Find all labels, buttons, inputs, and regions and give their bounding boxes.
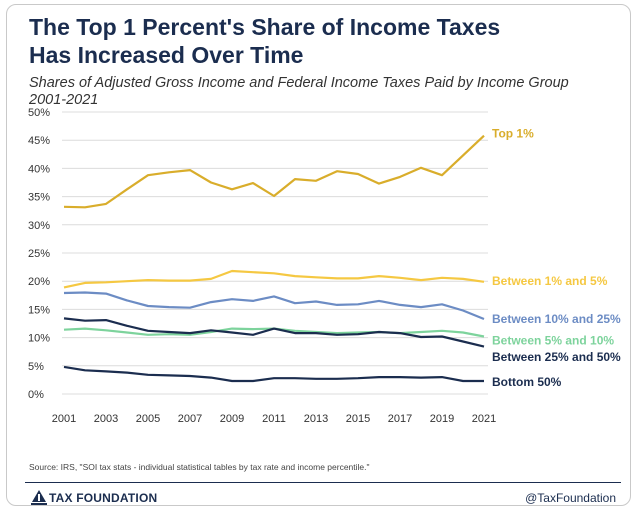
y-tick-label: 20% — [28, 276, 50, 288]
series-line — [63, 327, 485, 338]
x-tick-label: 2005 — [136, 413, 160, 425]
series-label: Between 5% and 10% — [492, 333, 614, 347]
series-line — [63, 365, 484, 383]
series-label: Between 25% and 50% — [492, 350, 621, 364]
x-tick-label: 2017 — [388, 413, 412, 425]
source-note: Source: IRS, "SOI tax stats - individual… — [29, 462, 370, 472]
y-tick-label: 5% — [28, 361, 44, 373]
x-tick-label: 2011 — [262, 413, 286, 425]
footer-divider — [25, 482, 621, 483]
series-line — [63, 134, 485, 209]
y-tick-label: 10% — [28, 333, 50, 345]
x-tick-label: 2003 — [94, 413, 118, 425]
y-tick-label: 30% — [28, 220, 50, 232]
tax-foundation-logo: TAX FOUNDATION — [29, 489, 158, 505]
y-tick-label: 25% — [28, 248, 50, 260]
series-label: Top 1% — [492, 127, 534, 141]
y-tick-label: 45% — [28, 135, 50, 147]
subtitle-line-1: Shares of Adjusted Gross Income and Fede… — [29, 75, 569, 91]
series-line — [63, 291, 485, 321]
chart-subtitle: Shares of Adjusted Gross Income and Fede… — [29, 75, 629, 109]
x-tick-label: 2009 — [220, 413, 244, 425]
series-label: Bottom 50% — [492, 375, 562, 389]
x-tick-label: 2007 — [178, 413, 202, 425]
chart-title: The Top 1 Percent's Share of Income Taxe… — [29, 13, 629, 69]
title-line-1: The Top 1 Percent's Share of Income Taxe… — [29, 14, 501, 40]
series-line — [63, 269, 485, 289]
x-tick-label: 2021 — [472, 413, 496, 425]
title-line-2: Has Increased Over Time — [29, 42, 304, 68]
capitol-icon — [31, 490, 47, 505]
y-tick-label: 50% — [28, 107, 50, 119]
chart-card: The Top 1 Percent's Share of Income Taxe… — [6, 4, 631, 506]
social-handle: @TaxFoundation — [525, 491, 616, 505]
x-tick-label: 2001 — [52, 413, 76, 425]
series-label: Between 10% and 25% — [492, 312, 621, 326]
y-tick-label: 0% — [28, 389, 44, 401]
y-tick-label: 15% — [28, 304, 50, 316]
subtitle-line-2: 2001-2021 — [29, 92, 99, 108]
x-tick-label: 2015 — [346, 413, 370, 425]
series-line — [63, 317, 485, 348]
x-tick-label: 2019 — [430, 413, 454, 425]
x-tick-label: 2013 — [304, 413, 328, 425]
brand-name: TAX FOUNDATION — [49, 491, 158, 505]
y-tick-label: 40% — [28, 163, 50, 175]
series-label: Between 1% and 5% — [492, 274, 608, 288]
y-tick-label: 35% — [28, 192, 50, 204]
